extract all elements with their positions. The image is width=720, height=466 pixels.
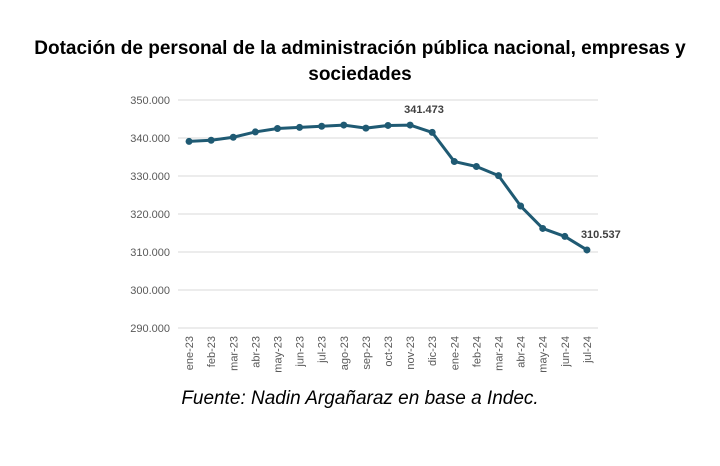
x-tick-label: feb-23 (206, 336, 218, 367)
y-tick-label: 350.000 (130, 95, 170, 107)
x-tick-label: nov-23 (405, 336, 417, 370)
chart-title-line-2: sociedades (308, 64, 412, 85)
data-point (450, 158, 458, 166)
data-point (406, 121, 414, 129)
data-point (296, 123, 304, 131)
x-tick-label: ago-23 (339, 336, 351, 370)
y-tick-label: 340.000 (130, 133, 170, 145)
y-tick-label: 320.000 (130, 209, 170, 221)
data-point (185, 137, 193, 145)
data-point (273, 125, 281, 132)
data-point (207, 136, 215, 144)
x-tick-label: dic-23 (427, 336, 439, 366)
y-tick-label: 330.000 (130, 171, 170, 183)
y-tick-label: 300.000 (130, 285, 170, 297)
data-point (583, 246, 591, 254)
data-point (229, 133, 237, 141)
data-point (539, 224, 547, 232)
data-label: 310.537 (581, 229, 621, 241)
y-axis: 290.000 300.000 310.000 320.000 330.000 340.0… (130, 95, 170, 335)
x-tick-label: mar-23 (228, 336, 240, 371)
x-tick-label: mar-24 (494, 336, 506, 371)
y-tick-label: 290.000 (130, 323, 170, 335)
data-point (472, 163, 480, 170)
data-label: 341.473 (404, 104, 444, 116)
x-tick-label: jul-23 (317, 336, 329, 364)
data-point (495, 172, 503, 180)
x-tick-label: ene-23 (184, 336, 196, 370)
gridlines (178, 99, 598, 329)
x-tick-label: feb-24 (471, 336, 483, 367)
data-point (428, 128, 436, 136)
x-tick-label: jul-24 (582, 336, 594, 364)
annotations: 341.473 310.537 (404, 104, 621, 241)
series-dotacion (185, 121, 591, 254)
series-line (188, 123, 588, 252)
x-tick-label: abr-23 (250, 336, 262, 368)
x-tick-label: oct-23 (383, 336, 395, 367)
data-point (517, 202, 525, 210)
x-tick-label: ene-24 (449, 336, 461, 370)
x-tick-label: jun-23 (295, 336, 307, 368)
data-point (251, 128, 259, 136)
chart-title: Dotación de personal de la administració… (0, 36, 720, 88)
y-tick-label: 310.000 (130, 247, 170, 259)
data-point (561, 232, 569, 240)
chart-title-line-1: Dotación de personal de la administració… (34, 38, 686, 59)
x-tick-label: jun-24 (560, 336, 572, 368)
data-point (384, 121, 392, 129)
data-point (340, 121, 348, 129)
data-point (318, 122, 326, 130)
source-note: Fuente: Nadin Argañaraz en base a Indec. (181, 388, 539, 409)
x-tick-label: may-24 (538, 336, 550, 373)
x-tick-label: abr-24 (516, 336, 528, 368)
x-tick-label: may-23 (272, 336, 284, 373)
data-point (362, 124, 370, 132)
x-axis: ene-23 feb-23 mar-23 abr-23 may-23 jun-23 jul-… (184, 336, 594, 373)
x-tick-label: sep-23 (361, 336, 373, 370)
